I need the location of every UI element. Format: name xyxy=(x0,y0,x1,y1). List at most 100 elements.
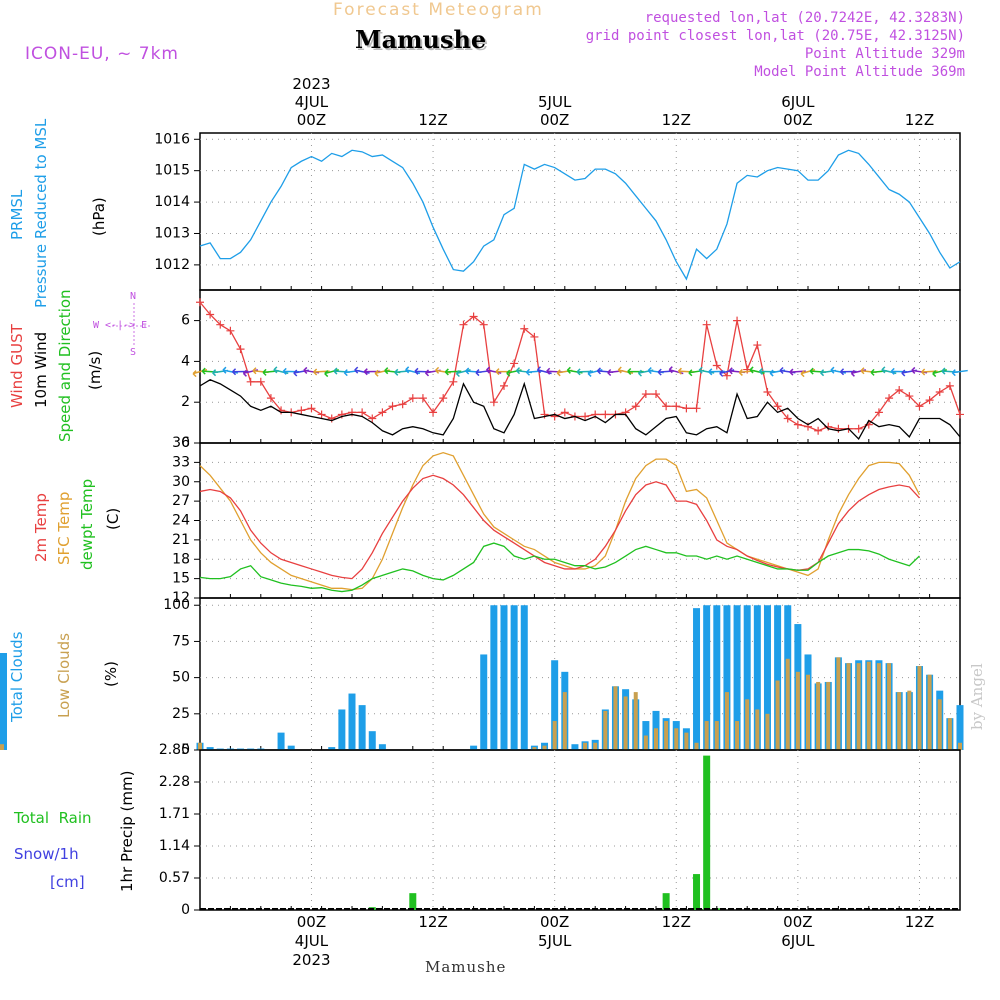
dewpt-label: dewpt Temp xyxy=(78,478,96,570)
bar-total-rain xyxy=(693,874,701,910)
bottom-axis-label: 00Z xyxy=(296,913,327,931)
top-axis-label: 00Z xyxy=(783,111,813,129)
gust-point xyxy=(783,414,792,423)
y-tick-label: 1.14 xyxy=(159,838,190,854)
wind-direction-arrow xyxy=(758,367,776,375)
wind-direction-arrow xyxy=(951,369,968,377)
wind-label: 10m Wind xyxy=(32,331,50,408)
bar-total-clouds xyxy=(510,605,518,750)
gust-point xyxy=(469,312,478,321)
gust-point xyxy=(895,385,904,394)
y-tick-label: 15 xyxy=(172,571,190,587)
bar-total-clouds xyxy=(287,745,295,750)
gust-point xyxy=(418,394,427,403)
gust-point xyxy=(662,402,671,411)
bar-low-clouds xyxy=(795,671,800,750)
wind-direction-arrow xyxy=(384,367,401,375)
bottom-axis-label: 00Z xyxy=(783,913,813,931)
gust-point xyxy=(256,377,265,386)
bar-low-clouds xyxy=(836,657,841,750)
bar-low-clouds xyxy=(887,663,892,750)
y-tick-label: 0.57 xyxy=(159,870,190,886)
gust-point xyxy=(712,361,721,370)
series-line-10m-wind xyxy=(199,379,961,440)
bar-total-clouds xyxy=(368,731,376,750)
compass-cross xyxy=(112,303,152,345)
gust-label: Wind GUST xyxy=(8,324,26,408)
bar-low-clouds xyxy=(562,692,567,750)
gust-point xyxy=(510,359,519,368)
bottom-axis-label: 12Z xyxy=(661,913,691,931)
bar-low-clouds xyxy=(897,692,902,750)
gust-point xyxy=(722,371,731,380)
y-tick-label: 4 xyxy=(181,353,190,369)
y-tick-label: 33 xyxy=(172,454,190,470)
gust-point xyxy=(266,394,275,403)
series-line-prmsl xyxy=(199,149,961,281)
gust-point xyxy=(429,408,438,417)
series-line-dewpt-temp xyxy=(199,542,920,593)
gust-point xyxy=(874,408,883,417)
bar-low-clouds xyxy=(724,692,729,750)
bar-total-clouds xyxy=(774,605,782,750)
temp-unit: (C) xyxy=(104,507,122,530)
wind-direction-arrow xyxy=(273,366,289,375)
gust-point xyxy=(945,381,954,390)
y-tick-label: 18 xyxy=(172,551,190,567)
bottom-axis-label: 5JUL xyxy=(538,932,572,950)
credit: by Angel xyxy=(968,663,986,730)
bar-total-clouds xyxy=(571,744,579,750)
bar-low-clouds xyxy=(745,699,750,750)
panel-frame xyxy=(199,289,961,444)
gust-point xyxy=(206,310,215,319)
bar-low-clouds xyxy=(917,666,922,750)
top-axis-label: 12Z xyxy=(904,111,935,129)
bar-low-clouds xyxy=(958,742,962,750)
top-axis-label: 00Z xyxy=(296,111,327,129)
y-tick-label: 24 xyxy=(172,513,190,529)
gust-point xyxy=(236,345,245,354)
total-clouds-label: Total Clouds xyxy=(8,631,26,722)
bar-total-clouds xyxy=(378,744,386,750)
bottom-axis-label: 12Z xyxy=(418,913,448,931)
bottom-axis-label: 12Z xyxy=(904,913,935,931)
bar-low-clouds xyxy=(704,721,709,750)
gust-point xyxy=(905,392,914,401)
bar-low-clouds xyxy=(876,663,881,750)
top-axis-label: 12Z xyxy=(418,111,448,129)
panel-frame xyxy=(199,749,961,911)
y-tick-label: 0 xyxy=(181,742,190,758)
wind-direction-arrow xyxy=(333,367,350,375)
bottom-axis-label: 00Z xyxy=(539,913,570,931)
bar-total-clouds xyxy=(956,705,964,750)
y-tick-label: 2 xyxy=(181,394,190,410)
y-tick-label: 1013 xyxy=(154,225,190,241)
y-tick-label: 0 xyxy=(181,902,190,918)
top-axis-label: 4JUL xyxy=(294,93,329,111)
wind-direction-arrow xyxy=(840,368,857,376)
y-tick-label: 100 xyxy=(163,597,190,613)
wind-direction-arrow xyxy=(515,367,533,375)
bar-low-clouds xyxy=(643,735,648,750)
t2m-label: 2m Temp xyxy=(32,493,50,562)
y-tick-label: 30 xyxy=(172,474,190,490)
wind-direction-arrow xyxy=(192,368,208,378)
gust-point xyxy=(550,412,559,421)
bar-low-clouds xyxy=(947,718,952,750)
wind-unit: (m/s) xyxy=(86,350,104,390)
bar-total-clouds xyxy=(490,605,498,750)
y-tick-label: 1016 xyxy=(154,131,190,147)
wind-direction-arrow xyxy=(363,368,381,376)
total-rain-label: Total Rain xyxy=(14,809,92,827)
bar-low-clouds xyxy=(654,728,658,750)
bar-total-clouds xyxy=(763,605,771,750)
bar-low-clouds xyxy=(785,658,790,750)
bar-total-rain xyxy=(703,755,711,910)
bar-total-clouds xyxy=(338,709,346,750)
location-title: Mamushe xyxy=(355,25,487,54)
bar-low-clouds xyxy=(694,742,699,750)
wind-direction-arrow xyxy=(809,367,827,375)
bar-low-clouds xyxy=(846,663,851,750)
bar-total-clouds xyxy=(520,605,528,750)
